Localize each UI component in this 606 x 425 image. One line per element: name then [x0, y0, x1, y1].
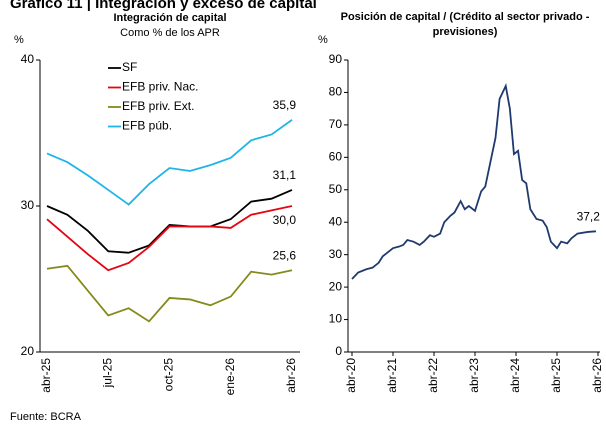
source-note: Fuente: BCRA — [10, 411, 82, 423]
y-tick-label: 90 — [329, 52, 343, 66]
y-tick-label: 30 — [329, 247, 343, 261]
series-line — [351, 83, 597, 280]
x-tick-label: abr-26 — [284, 358, 298, 393]
series-line — [46, 189, 293, 254]
x-tick-label: abr-22 — [426, 358, 440, 393]
value-label: 37,2 — [577, 209, 601, 223]
y-unit: % — [14, 34, 24, 46]
series-line — [46, 119, 293, 206]
y-tick-label: 70 — [329, 117, 343, 131]
chart-title-box: Posición de capital / (Crédito al sector… — [340, 11, 590, 38]
legend-label: SF — [122, 60, 137, 74]
y-tick-label: 20 — [21, 344, 35, 358]
value-label: 35,9 — [273, 98, 297, 112]
y-tick-label: 40 — [329, 214, 343, 228]
legend-label: EFB púb. — [122, 119, 172, 133]
x-tick-label: oct-25 — [162, 358, 176, 392]
series-line — [46, 205, 293, 272]
x-tick-label: abr-26 — [590, 358, 604, 393]
x-tick-label: abr-23 — [467, 358, 481, 393]
chart-title: Integración de capital — [113, 12, 226, 24]
value-label: 31,1 — [273, 168, 297, 182]
x-tick-label: abr-21 — [385, 358, 399, 393]
y-unit: % — [318, 34, 328, 46]
series-line — [46, 264, 293, 323]
y-tick-label: 80 — [329, 85, 343, 99]
y-tick-label: 30 — [21, 198, 35, 212]
value-label: 30,0 — [273, 213, 297, 227]
x-tick-label: abr-25 — [39, 358, 53, 393]
chart-title: Posición de capital / (Crédito al sector… — [340, 11, 590, 38]
x-tick-label: abr-25 — [549, 358, 563, 393]
y-tick-label: 0 — [335, 344, 342, 358]
figure-title: Gráfico 11 | Integración y exceso de cap… — [10, 0, 317, 12]
y-tick-label: 50 — [329, 182, 343, 196]
x-tick-label: ene-26 — [223, 358, 237, 396]
x-tick-label: abr-20 — [344, 358, 358, 393]
y-tick-label: 40 — [21, 52, 35, 66]
legend-label: EFB priv. Ext. — [122, 99, 194, 113]
y-tick-label: 20 — [329, 279, 343, 293]
value-label: 25,6 — [273, 248, 297, 262]
y-tick-label: 60 — [329, 150, 343, 164]
x-tick-label: abr-24 — [508, 358, 522, 393]
x-tick-label: jul-25 — [100, 358, 114, 389]
legend-label: EFB priv. Nac. — [122, 80, 198, 94]
y-tick-label: 10 — [329, 312, 343, 326]
chart-subtitle: Como % de los APR — [120, 27, 220, 39]
